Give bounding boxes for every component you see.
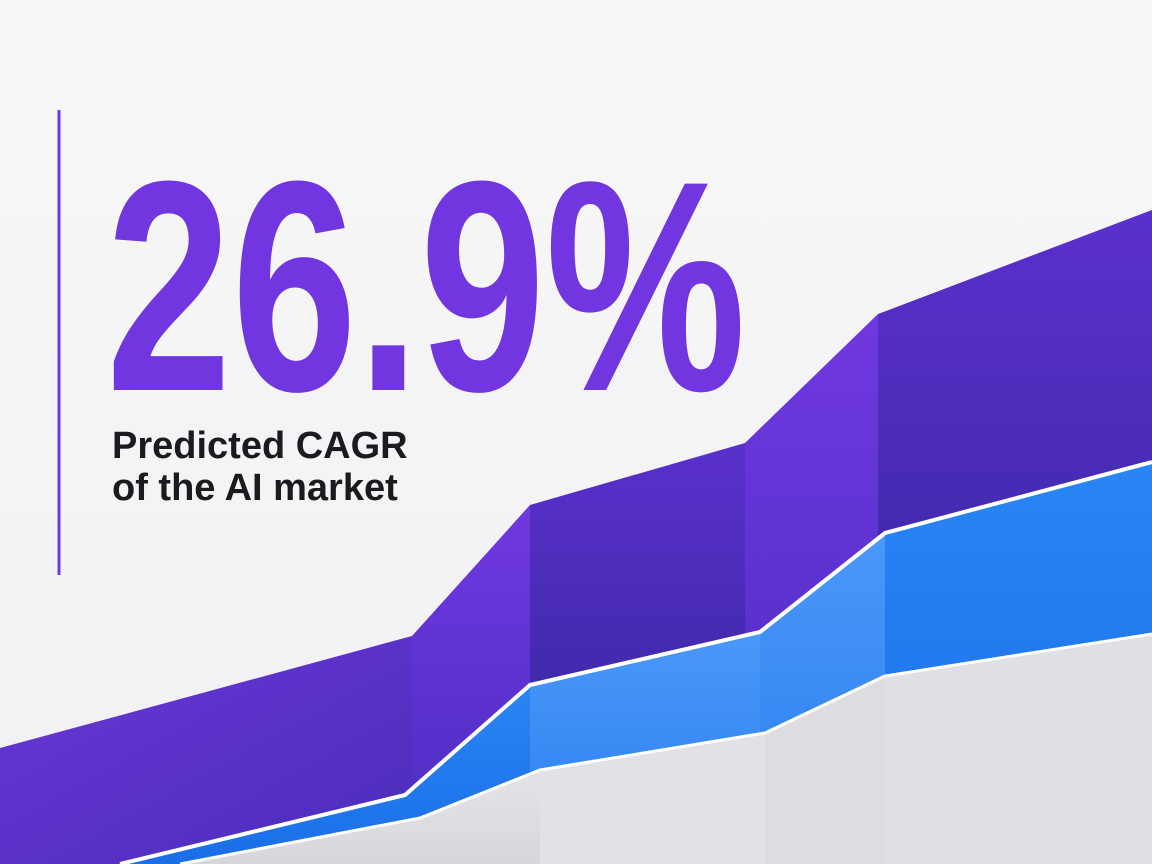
grey-facet [765,676,885,864]
white-edge [119,460,1152,864]
grey-facet [540,733,765,864]
stat-caption: of the AI market [112,467,398,509]
grey-facet [180,770,540,864]
purple-facet [0,636,412,864]
white-edge [179,632,1152,864]
grey-facet [885,634,1152,864]
stat-value: 26.9% [106,118,746,454]
stat-caption: Predicted CAGR [112,425,408,467]
